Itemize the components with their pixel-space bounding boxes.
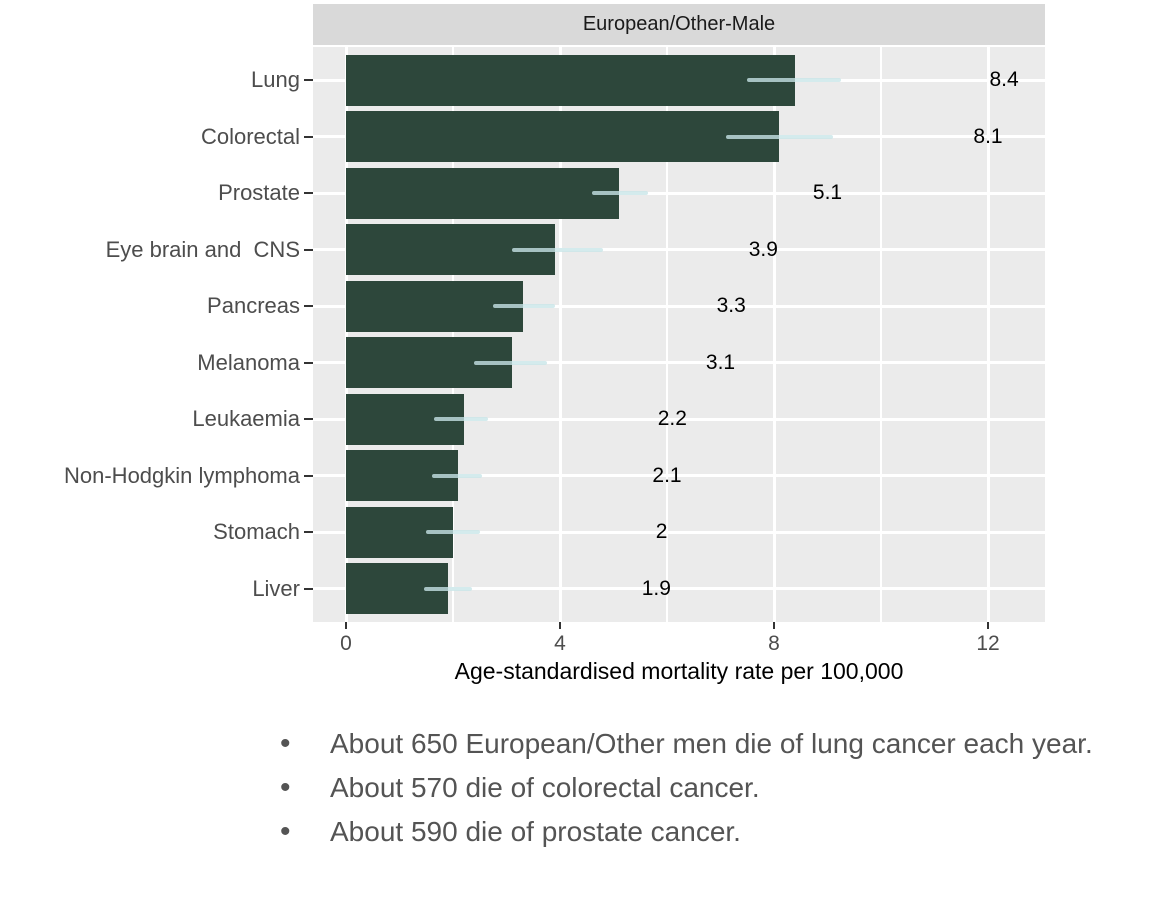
- error-bar: [431, 473, 483, 478]
- note-item: About 590 die of prostate cancer.: [270, 810, 1145, 854]
- facet-strip: European/Other-Male: [313, 4, 1045, 45]
- y-axis-label: Non-Hodgkin lymphoma: [64, 462, 300, 488]
- gridline-major-h: [313, 587, 1045, 590]
- error-bar: [493, 304, 555, 308]
- y-axis-label: Pancreas: [207, 293, 300, 318]
- value-label: 3.1: [705, 350, 736, 374]
- facet-title: European/Other-Male: [582, 13, 776, 35]
- gridline-major-h: [313, 191, 1045, 195]
- bar: [346, 167, 619, 219]
- gridline-major-v: [772, 47, 776, 622]
- value-label: 8.1: [973, 124, 1003, 148]
- x-tick: [559, 622, 561, 629]
- y-axis-label: Melanoma: [197, 349, 300, 375]
- error-bar: [725, 134, 833, 139]
- y-axis-label: Liver: [252, 575, 300, 601]
- y-axis-label: Leukaemia: [192, 406, 300, 431]
- value-label: 1.9: [641, 576, 671, 600]
- x-tick-label: 4: [554, 632, 566, 655]
- gridline-major-h: [313, 361, 1045, 364]
- error-bar: [434, 417, 488, 421]
- value-label: 2: [655, 520, 668, 543]
- chart-region: European/Other-Male 8.4 8.1 5.1 3.9 3.3 3.1 2.…: [64, 4, 1045, 684]
- panel: 8.4 8.1 5.1 3.9 3.3 3.1 2.2 2.1 2 1.9: [313, 47, 1045, 622]
- gridline-major-v: [558, 47, 562, 622]
- bar: [346, 280, 523, 332]
- y-tick: [304, 79, 313, 81]
- gridline-major-v: [344, 47, 348, 622]
- x-tick: [345, 622, 347, 629]
- y-axis-label: Lung: [251, 67, 300, 92]
- y-axis-label: Prostate: [218, 180, 300, 205]
- y-axis-label: Colorectal: [200, 123, 300, 149]
- value-label: 3.9: [748, 237, 778, 261]
- gridline-minor-v: [452, 47, 454, 622]
- value-label: 5.1: [812, 181, 843, 204]
- note-item: About 570 die of colorectal cancer.: [270, 766, 1145, 810]
- y-tick: [304, 305, 313, 307]
- x-tick-label: 8: [768, 632, 780, 655]
- error-bar: [747, 78, 841, 82]
- y-tick: [304, 531, 313, 533]
- value-label: 2.1: [652, 463, 682, 487]
- error-bar: [511, 247, 603, 252]
- bar: [346, 54, 796, 106]
- y-tick: [304, 248, 313, 251]
- x-tick-label: 12: [976, 632, 1000, 655]
- value-label: 3.3: [716, 294, 746, 317]
- y-tick: [304, 474, 313, 477]
- bar: [346, 111, 780, 162]
- error-bar: [592, 191, 649, 195]
- y-tick: [304, 135, 313, 138]
- x-tick: [987, 622, 989, 629]
- value-label: 2.2: [657, 407, 687, 430]
- gridline-major-h: [313, 417, 1045, 421]
- value-label: 8.4: [989, 68, 1019, 91]
- gridline-major-h: [313, 304, 1045, 308]
- y-tick: [304, 418, 313, 420]
- gridline-major-h: [313, 248, 1045, 251]
- gridline-major-h: [313, 474, 1045, 477]
- gridline-major-v: [986, 47, 990, 622]
- notes-list: About 650 European/Other men die of lung…: [270, 722, 1145, 854]
- y-tick: [304, 192, 313, 194]
- note-item: About 650 European/Other men die of lung…: [270, 722, 1145, 766]
- error-bar: [423, 586, 472, 591]
- gridline-minor-v: [880, 47, 882, 622]
- y-axis-label: Stomach: [213, 519, 300, 544]
- y-tick: [304, 587, 313, 590]
- gridline-minor-v: [666, 47, 668, 622]
- gridline-major-h: [313, 530, 1045, 534]
- y-axis-label: Eye brain and CNS: [105, 236, 300, 262]
- x-tick-label: 0: [340, 632, 352, 655]
- error-bar: [426, 530, 480, 534]
- y-tick: [304, 361, 313, 364]
- error-bar: [474, 360, 547, 365]
- x-tick: [773, 622, 775, 629]
- x-axis-title: Age-standardised mortality rate per 100,…: [454, 658, 904, 684]
